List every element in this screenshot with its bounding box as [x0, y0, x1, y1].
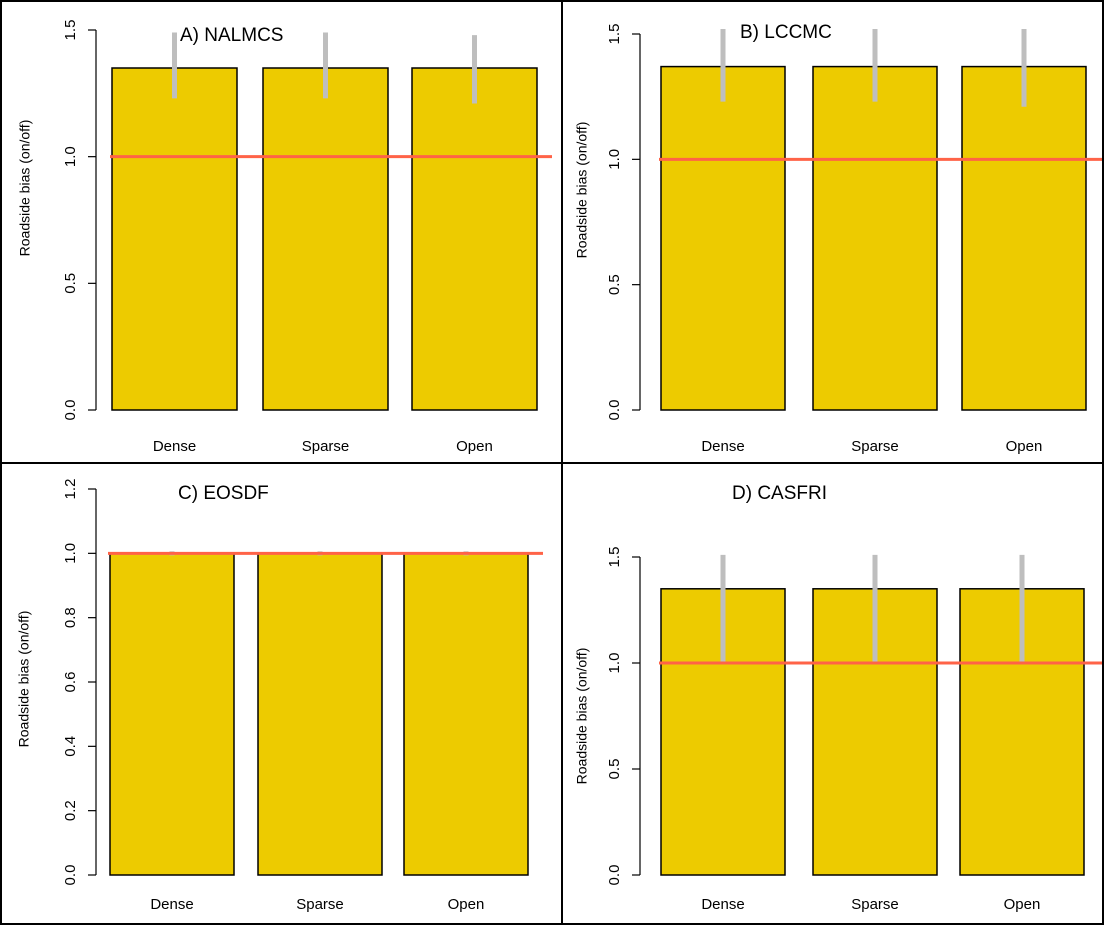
panel-title: B) LCCMC	[740, 22, 832, 43]
panel-b-lccmc: 0.0 0.5 1.0 1.5 Roadside bias (on/off) Dense S…	[562, 0, 1104, 463]
y-tick-label: 0.6	[62, 672, 79, 693]
bar-dense	[111, 67, 238, 411]
panel-title: C) EOSDF	[178, 483, 269, 504]
y-tick-label: 1.0	[606, 653, 623, 674]
panel-a-nalmcs: 0.0 0.5 1.0 1.5 Roadside bias (on/off) Dense S…	[0, 0, 562, 463]
bar-open	[411, 67, 538, 411]
x-tick-label: Dense	[701, 896, 744, 913]
panel-title: D) CASFRI	[732, 483, 827, 504]
bar-sparse	[812, 65, 938, 411]
x-tick-label: Open	[1006, 438, 1043, 455]
y-axis-label: Roadside bias (on/off)	[574, 648, 590, 785]
y-tick-label: 0.4	[62, 736, 79, 757]
x-tick-label: Dense	[701, 438, 744, 455]
y-axis-label: Roadside bias (on/off)	[16, 611, 32, 748]
y-tick-label: 0.0	[62, 865, 79, 886]
bar-sparse	[262, 67, 389, 411]
chart-svg: 0.0 0.5 1.0 1.5 Roadside bias (on/off) Dense S…	[574, 483, 1104, 913]
y-tick-label: 0.5	[62, 273, 79, 294]
y-tick-label: 1.5	[606, 24, 623, 45]
y-tick-label: 0.5	[606, 759, 623, 780]
bar-sparse	[257, 552, 383, 876]
chart-svg: 0.0 0.5 1.0 1.5 Roadside bias (on/off) Dense S…	[17, 20, 552, 455]
y-tick-label: 1.0	[62, 146, 79, 167]
bar-open	[961, 65, 1087, 411]
chart-svg: 0.0 0.2 0.4 0.6 0.8 1.0 1.2 Roadside bias (on/o…	[16, 479, 543, 913]
x-tick-label: Open	[456, 438, 493, 455]
chart-svg: 0.0 0.5 1.0 1.5 Roadside bias (on/off) Dense S…	[574, 22, 1104, 455]
bar-open	[403, 552, 529, 876]
y-tick-label: 0.2	[62, 800, 79, 821]
y-tick-label: 0.0	[606, 865, 623, 886]
x-tick-label: Sparse	[851, 896, 899, 913]
panel-title: A) NALMCS	[180, 25, 283, 46]
x-tick-label: Dense	[150, 896, 193, 913]
y-tick-label: 1.2	[62, 479, 79, 500]
y-tick-label: 1.0	[606, 149, 623, 170]
bar-dense	[109, 552, 235, 876]
bar-dense	[660, 65, 786, 411]
y-tick-label: 0.0	[606, 400, 623, 421]
y-tick-label: 1.5	[62, 20, 79, 41]
y-axis-label: Roadside bias (on/off)	[574, 122, 590, 259]
x-tick-label: Sparse	[302, 438, 350, 455]
y-tick-label: 0.8	[62, 607, 79, 628]
x-tick-label: Dense	[153, 438, 196, 455]
x-tick-label: Open	[448, 896, 485, 913]
x-tick-label: Sparse	[851, 438, 899, 455]
x-tick-label: Open	[1004, 896, 1041, 913]
y-tick-label: 1.5	[606, 547, 623, 568]
y-axis-label: Roadside bias (on/off)	[17, 120, 33, 257]
y-tick-label: 0.0	[62, 400, 79, 421]
y-tick-label: 1.0	[62, 543, 79, 564]
panel-d-casfri: 0.0 0.5 1.0 1.5 Roadside bias (on/off) Dense S…	[562, 463, 1104, 925]
x-tick-label: Sparse	[296, 896, 344, 913]
panel-c-eosdf: 0.0 0.2 0.4 0.6 0.8 1.0 1.2 Roadside bias (on/o…	[0, 463, 562, 925]
y-tick-label: 0.5	[606, 274, 623, 295]
